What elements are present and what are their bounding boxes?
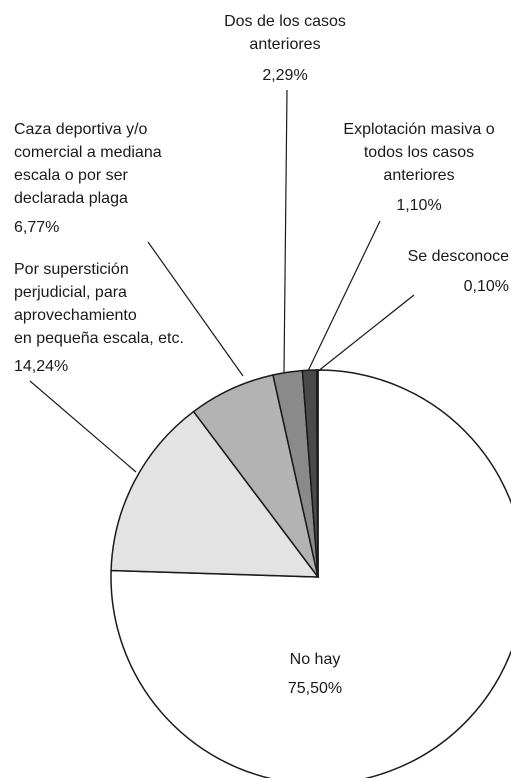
slice-label: comercial a mediana bbox=[14, 144, 162, 161]
slice-label: Caza deportiva y/o bbox=[14, 121, 148, 138]
value-label: 14,24% bbox=[14, 358, 68, 375]
value-label: 6,77% bbox=[14, 219, 59, 236]
slice-label: todos los casos bbox=[364, 144, 474, 161]
value-label: 0,10% bbox=[464, 278, 509, 295]
pie-slice bbox=[315, 369, 319, 578]
leader-line bbox=[283, 89, 288, 373]
pie-slice bbox=[110, 369, 511, 778]
slice-label: perjudicial, para bbox=[14, 284, 127, 301]
pie-slice bbox=[110, 410, 320, 578]
value-label: 2,29% bbox=[262, 67, 307, 84]
slice-label: Dos de los casos bbox=[224, 13, 346, 30]
value-label: 1,10% bbox=[396, 197, 441, 214]
leader-line bbox=[307, 220, 381, 372]
slice-label: anteriores bbox=[249, 36, 320, 53]
leader-line bbox=[316, 294, 415, 373]
slice-label: en pequeña escala, etc. bbox=[14, 330, 184, 347]
slice-label: Se desconoce bbox=[408, 248, 510, 265]
slice-label: Explotación masiva o bbox=[343, 121, 494, 138]
slice-label: No hay bbox=[290, 651, 341, 668]
leader-line bbox=[147, 241, 244, 377]
slice-label: aprovechamiento bbox=[14, 307, 137, 324]
slice-label: anteriores bbox=[383, 167, 454, 184]
value-label: 75,50% bbox=[288, 680, 342, 697]
slice-label: Por superstición bbox=[14, 261, 129, 278]
slice-label: declarada plaga bbox=[14, 190, 128, 207]
leader-line bbox=[29, 380, 137, 473]
slice-label: escala o por ser bbox=[14, 167, 129, 184]
